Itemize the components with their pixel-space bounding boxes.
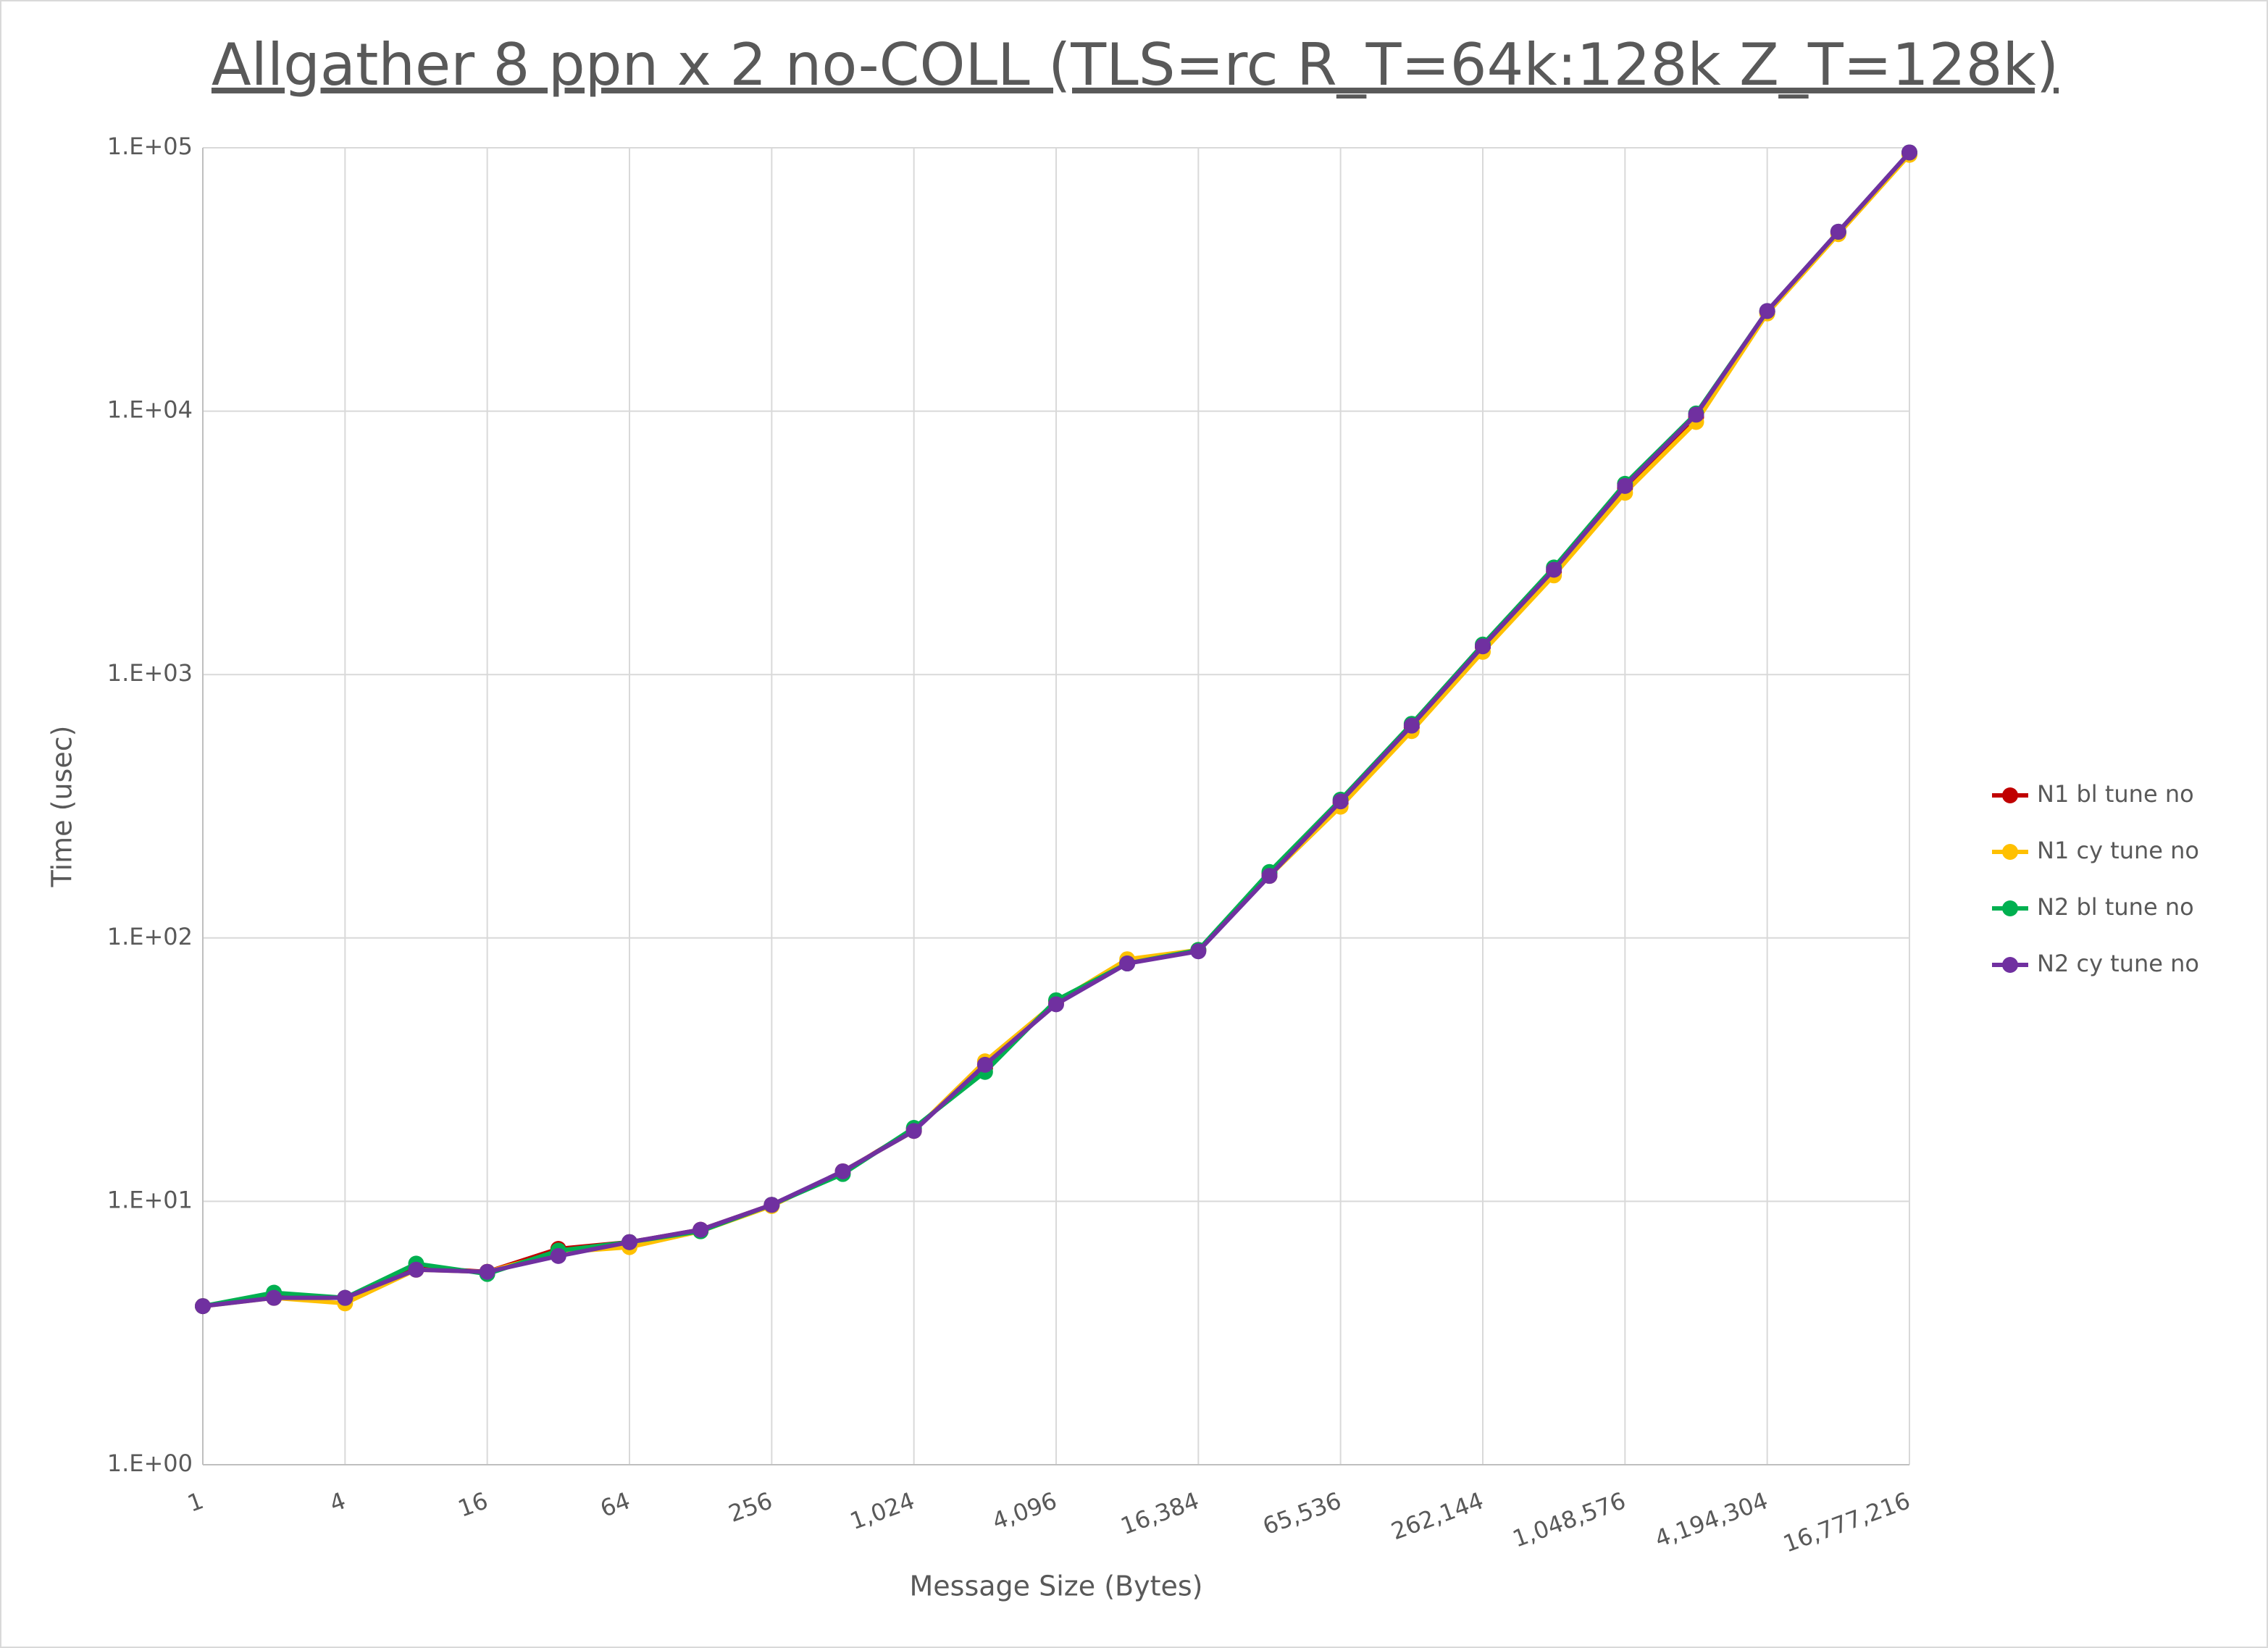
- data-point: [1190, 943, 1207, 960]
- legend-label: N1 cy tune no: [2037, 837, 2199, 864]
- data-point: [1403, 717, 1420, 734]
- data-point: [976, 1056, 993, 1073]
- x-axis-title: Message Size (Bytes): [910, 1570, 1203, 1602]
- data-point: [1546, 561, 1562, 578]
- data-point: [408, 1261, 424, 1278]
- y-tick-label: 1.E+02: [107, 923, 193, 950]
- data-point: [692, 1221, 709, 1238]
- y-tick-label: 1.E+05: [107, 133, 193, 160]
- data-point: [763, 1197, 780, 1213]
- data-point: [1830, 223, 1846, 240]
- legend-marker: [2002, 900, 2018, 916]
- legend-marker: [2002, 787, 2018, 803]
- data-point: [1048, 996, 1064, 1013]
- data-point: [1688, 406, 1704, 423]
- data-point: [834, 1163, 851, 1179]
- legend-marker: [2002, 844, 2018, 860]
- data-point: [479, 1263, 495, 1280]
- y-tick-label: 1.E+03: [107, 659, 193, 687]
- data-point: [1332, 793, 1349, 810]
- data-point: [1475, 638, 1491, 655]
- data-point: [195, 1298, 211, 1315]
- data-point: [622, 1234, 637, 1250]
- y-tick-label: 1.E+01: [107, 1186, 193, 1213]
- y-tick-label: 1.E+00: [107, 1450, 193, 1477]
- legend-label: N2 cy tune no: [2037, 950, 2199, 977]
- legend-label: N1 bl tune no: [2037, 780, 2194, 808]
- data-point: [337, 1289, 353, 1306]
- y-axis-title: Time (usec): [46, 726, 78, 888]
- legend-label: N2 bl tune no: [2037, 893, 2194, 921]
- chart-title: Allgather 8 ppn x 2 no-COLL (TLS=rc R_T=…: [212, 31, 2059, 99]
- data-point: [905, 1123, 922, 1139]
- data-point: [1901, 144, 1917, 161]
- legend-marker: [2002, 957, 2018, 973]
- data-point: [1617, 477, 1633, 494]
- data-point: [550, 1247, 566, 1264]
- data-point: [1119, 955, 1136, 972]
- y-tick-label: 1.E+04: [107, 396, 193, 424]
- data-point: [266, 1289, 283, 1306]
- data-point: [1759, 303, 1775, 319]
- data-point: [1261, 868, 1278, 884]
